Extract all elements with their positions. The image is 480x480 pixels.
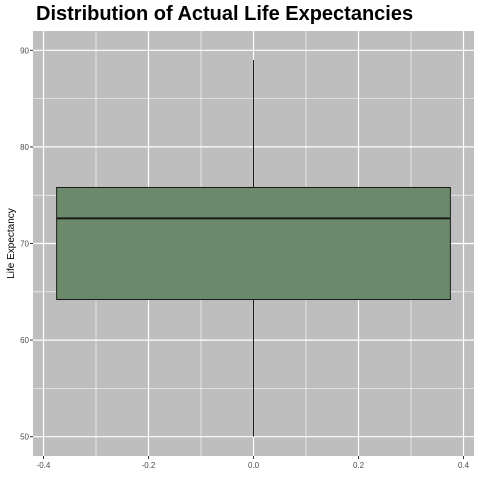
box-iqr xyxy=(56,186,451,301)
x-tick-label: -0.2 xyxy=(142,461,156,470)
chart-title: Distribution of Actual Life Expectancies xyxy=(36,3,414,25)
y-axis-title: Life Expectancy xyxy=(6,208,17,279)
x-tick-label: 0.2 xyxy=(353,461,365,470)
x-tick-label: 0.4 xyxy=(458,461,470,470)
y-tick-label: 70 xyxy=(20,240,29,249)
x-tick-label: -0.4 xyxy=(37,461,51,470)
x-tick-label: 0.0 xyxy=(248,461,260,470)
y-tick-label: 90 xyxy=(20,46,29,55)
y-axis: 50 60 70 80 90 xyxy=(20,46,33,442)
y-tick-label: 80 xyxy=(20,143,29,152)
x-axis: -0.4 -0.2 0.0 0.2 0.4 xyxy=(37,456,470,470)
y-tick-label: 50 xyxy=(20,433,29,442)
y-tick-label: 60 xyxy=(20,336,29,345)
box-plot xyxy=(56,59,451,437)
